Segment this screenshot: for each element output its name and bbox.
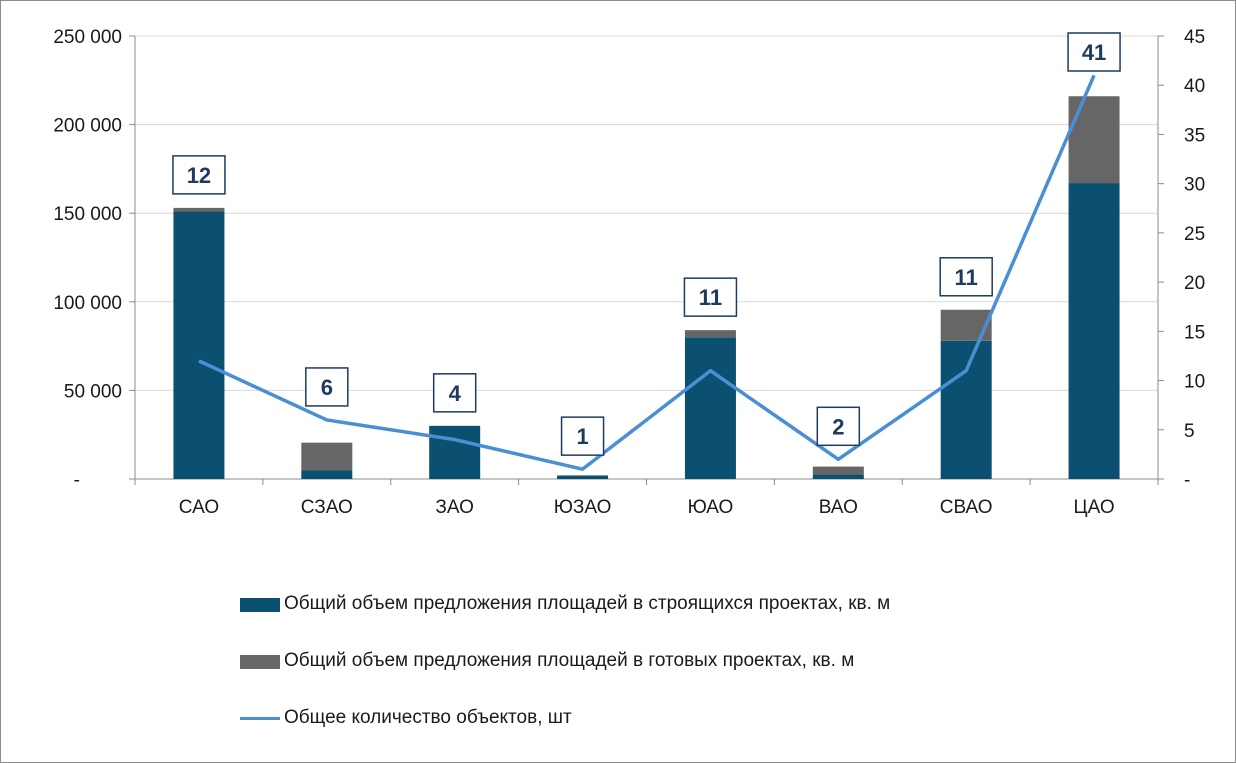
bar-under-construction bbox=[812, 474, 864, 479]
right-tick-label: 40 bbox=[1184, 76, 1205, 97]
bar-completed bbox=[812, 466, 864, 475]
data-label-box bbox=[560, 416, 605, 456]
right-tick-label: 35 bbox=[1184, 125, 1205, 146]
bar-under-construction bbox=[301, 470, 353, 479]
bar-under-construction bbox=[173, 211, 225, 480]
x-tick-label: ЮАО bbox=[688, 497, 734, 518]
bars bbox=[173, 96, 1120, 480]
left-tick-label: 200 000 bbox=[53, 116, 122, 137]
axes: - 50 000 100 000 150 000 200 000 250 000 - 5 10 1… bbox=[53, 27, 1205, 518]
data-label-box bbox=[683, 277, 738, 317]
x-tick-label: ЗАО bbox=[435, 497, 474, 518]
data-label: 11 bbox=[955, 265, 978, 290]
data-label-box bbox=[1067, 32, 1121, 72]
x-tick-label: СЗАО bbox=[301, 497, 353, 518]
gridlines bbox=[135, 35, 1158, 391]
bar-under-construction bbox=[684, 337, 736, 479]
data-label: 2 bbox=[832, 414, 844, 439]
x-tick-label: САО bbox=[179, 497, 219, 518]
bar-under-construction bbox=[429, 425, 481, 479]
data-label-box bbox=[432, 373, 477, 413]
data-label-box bbox=[939, 257, 993, 297]
left-tick-label: 250 000 bbox=[53, 27, 122, 48]
left-tick-label: 150 000 bbox=[53, 204, 122, 225]
right-tick-label: 45 bbox=[1184, 27, 1205, 48]
legend-label-under-construction: Общий объем предложения площадей в строя… bbox=[284, 593, 891, 614]
left-tick-label: - bbox=[74, 470, 80, 491]
data-label: 4 bbox=[449, 381, 462, 406]
line-object-count bbox=[198, 74, 1096, 471]
left-tick-label: 50 000 bbox=[64, 381, 122, 402]
data-label: 12 bbox=[187, 163, 211, 188]
right-tick-label: 25 bbox=[1184, 224, 1205, 245]
data-label-box bbox=[172, 155, 226, 195]
bar-completed bbox=[173, 207, 225, 212]
data-label: 1 bbox=[576, 424, 588, 449]
legend-label-object-count: Общее количество объектов, шт bbox=[284, 707, 572, 728]
right-tick-label: 5 bbox=[1184, 421, 1195, 442]
right-tick-label: - bbox=[1184, 470, 1190, 491]
right-tick-label: 15 bbox=[1184, 322, 1205, 343]
data-label: 11 bbox=[699, 285, 722, 310]
legend-swatch-under-construction bbox=[240, 598, 280, 612]
bar-under-construction bbox=[940, 340, 992, 479]
bar-under-construction bbox=[1068, 183, 1120, 480]
legend-label-completed: Общий объем предложения площадей в готов… bbox=[284, 650, 855, 671]
x-tick-label: СВАО bbox=[940, 497, 993, 518]
data-label-box bbox=[305, 367, 349, 407]
right-tick-label: 30 bbox=[1184, 175, 1205, 196]
count-line bbox=[198, 74, 1096, 471]
legend-swatch-completed bbox=[240, 655, 280, 669]
x-tick-label: ЮЗАО bbox=[554, 497, 612, 518]
x-tick-label: ЦАО bbox=[1074, 497, 1115, 518]
bar-completed bbox=[1068, 96, 1120, 184]
legend-swatch-object-count bbox=[240, 717, 280, 720]
x-tick-label: ВАО bbox=[819, 497, 858, 518]
bar-under-construction bbox=[557, 475, 609, 479]
data-label-box bbox=[816, 406, 861, 447]
data-label: 41 bbox=[1082, 40, 1106, 65]
bar-completed bbox=[301, 442, 353, 471]
right-tick-label: 10 bbox=[1184, 372, 1205, 393]
right-tick-label: 20 bbox=[1184, 273, 1205, 294]
left-tick-label: 100 000 bbox=[53, 293, 122, 314]
bar-completed bbox=[684, 330, 736, 338]
data-label: 6 bbox=[321, 375, 333, 400]
